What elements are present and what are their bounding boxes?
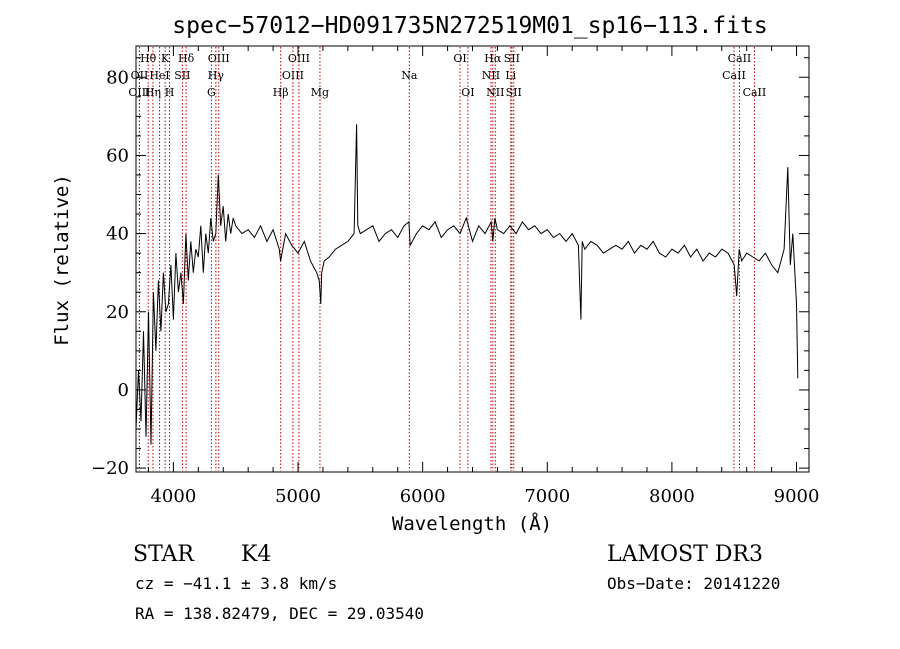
ra-dec-coordinates: RA = 138.82479, DEC = 29.03540 [135, 604, 424, 623]
chart-title: spec−57012−HD091735N272519M01_sp16−113.f… [172, 13, 767, 39]
object-class: STAR [133, 542, 195, 567]
spectral-line-label: OII [131, 69, 149, 82]
spectral-line-label: Hα [484, 52, 502, 65]
spectral-line-label: H [165, 86, 175, 99]
spectral-line-label: NII [486, 86, 504, 99]
spectral-line-label: CaII [743, 86, 767, 99]
spectral-line-label: SII [504, 52, 520, 65]
spectral-line-label: G [207, 86, 216, 99]
spectral-line-label: Hγ [208, 69, 225, 82]
redshift-cz: cz = −41.1 ± 3.8 km/s [135, 574, 337, 593]
spectral-line-label: Hβ [273, 86, 289, 99]
x-tick-label: 4000 [150, 486, 196, 507]
y-axis-label: Flux (relative) [51, 174, 73, 346]
spectral-line-label: K [161, 52, 170, 65]
y-tick-label: 80 [106, 67, 129, 88]
spectral-line-label: OIII [288, 52, 310, 65]
spectral-line-label: OIII [208, 52, 230, 65]
y-axis-ticks: −20 0 20 40 60 80 [91, 57, 809, 479]
spectral-line-label: Hη [145, 86, 161, 99]
object-subclass: K4 [241, 542, 271, 567]
y-tick-label: −20 [91, 458, 129, 479]
spectral-line-labels: Hθ Hη OII OIII HeI K H SII Hδ G Hγ OIII Hβ OIII OIII Mg… [128, 52, 766, 99]
spectrum-series-line [135, 124, 799, 445]
spectral-line-label: SII [174, 69, 190, 82]
x-tick-label: 7000 [524, 486, 570, 507]
spectral-line-label: Na [401, 69, 418, 82]
y-tick-label: 20 [106, 302, 129, 323]
spectral-line-label: OI [461, 86, 474, 99]
y-tick-label: 60 [106, 145, 129, 166]
x-tick-label: 8000 [649, 486, 695, 507]
x-tick-label: 6000 [400, 486, 446, 507]
spectral-line-label: OIII [128, 86, 150, 99]
spectral-line-label: OIII [282, 69, 304, 82]
observation-date: Obs−Date: 20141220 [607, 574, 780, 593]
spectral-line-label: Hδ [178, 52, 195, 65]
plot-frame [135, 45, 810, 473]
y-tick-label: 0 [118, 380, 129, 401]
survey-name: LAMOST DR3 [607, 542, 763, 567]
spectral-line-label: CaII [722, 69, 746, 82]
spectral-line-label: SII [506, 86, 522, 99]
spectral-line-label: CaII [728, 52, 752, 65]
y-tick-label: 40 [106, 224, 129, 245]
x-tick-label: 9000 [774, 486, 820, 507]
spectral-line-markers [138, 47, 755, 471]
spectral-line-label: Hθ [140, 52, 157, 65]
spectral-line-label: Mg [311, 86, 329, 99]
spectral-line-label: Li [505, 69, 516, 82]
spectral-line-label: HeI [149, 69, 169, 82]
x-axis-ticks: 4000 5000 6000 7000 8000 9000 [147, 46, 820, 507]
x-axis-label: Wavelength (Å) [392, 512, 552, 535]
x-tick-label: 5000 [275, 486, 321, 507]
spectral-line-label: NII [482, 69, 500, 82]
spectral-line-label: OI [453, 52, 466, 65]
